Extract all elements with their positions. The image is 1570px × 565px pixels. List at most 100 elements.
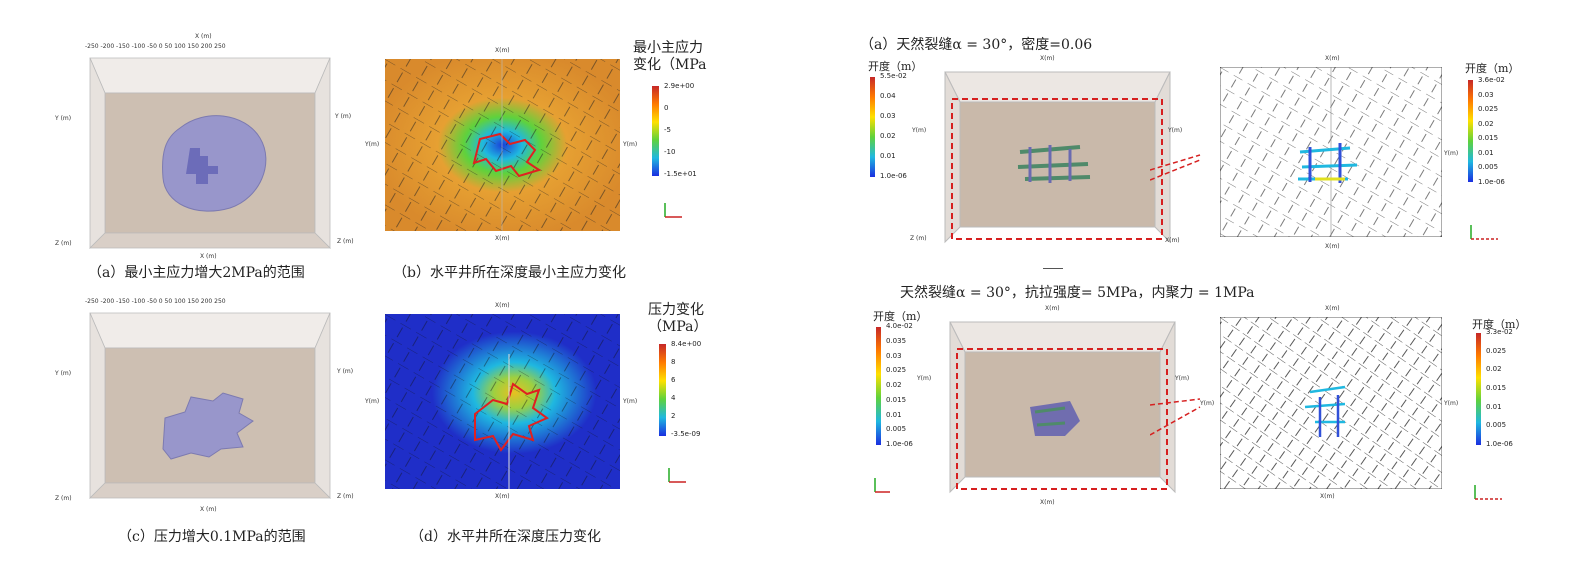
colorbar-b-label: -1.5e+01	[664, 170, 697, 178]
caption-right-bottom: 天然裂缝α = 30°，抗拉强度= 5MPa，内聚力 = 1MPa	[900, 285, 1255, 301]
colorbar-label: 0.025	[1486, 346, 1507, 355]
x-axis-title-top: X (m)	[195, 33, 212, 40]
colorbar-d-label: 8.4e+00	[671, 340, 702, 348]
axis-triad-icon	[664, 203, 682, 218]
x-axis-title-bottom: X (m)	[200, 506, 217, 513]
box-3d	[944, 71, 1171, 244]
y-label-right: Y(m)	[1444, 400, 1459, 407]
colorbar-d-label: 8	[671, 358, 676, 366]
colorbar-b-label: -5	[664, 126, 671, 134]
y-label-left: Y(m)	[917, 375, 932, 382]
colorbar-label: 0.01	[1478, 148, 1494, 157]
colorbar-label: 0.03	[886, 351, 902, 360]
colorbar-b-title-1: 最小主应力	[633, 40, 703, 56]
x-axis-title-bottom: X(m)	[495, 493, 510, 500]
colorbar-label: 0.01	[886, 410, 902, 419]
colorbar-label: 0.005	[1486, 421, 1507, 430]
stress-heatmap	[385, 59, 620, 231]
x-axis-title-top: X(m)	[1325, 55, 1340, 62]
x-axis-title-top: X(m)	[495, 302, 510, 309]
panel-c-3d-plot: -250 -200 -150 -100 -50 0 50 100 150 200…	[55, 290, 355, 513]
fracture-map	[1220, 67, 1442, 237]
x-axis-title-bottom: X(m)	[1320, 493, 1335, 500]
y-label-right: Y(m)	[623, 398, 638, 405]
z-axis-title-left: Z (m)	[55, 240, 72, 247]
colorbar-label: 0.04	[880, 92, 896, 100]
colorbar-label: 1.0e-06	[886, 440, 913, 448]
colorbar-label: 0.02	[1478, 119, 1494, 128]
x-axis-title-bottom: X(m)	[1325, 243, 1340, 250]
x-axis-title-bottom: X(m)	[1165, 237, 1180, 244]
colorbar-label: 0.015	[886, 395, 907, 404]
colorbar-d	[659, 344, 666, 436]
box-3d	[89, 312, 331, 499]
axis-triad-icon	[1474, 485, 1502, 500]
colorbar-rb-right-title: 开度（m）	[1472, 318, 1527, 331]
panel-a-3d-plot: X (m) -250 -200 -150 -100 -50 0 50 100 1…	[55, 33, 355, 260]
y-label-right: Y(m)	[1444, 150, 1459, 157]
y-axis-title-right: Y (m)	[337, 368, 354, 375]
colorbar-label: 0.035	[886, 336, 907, 345]
colorbar-rt-right	[1468, 80, 1473, 182]
x-axis-title-bottom: X(m)	[495, 235, 510, 242]
z-axis-title-left: Z (m)	[55, 495, 72, 502]
colorbar-d-labels: 8.4e+00 8 6 4 2 -3.5e-09	[671, 340, 701, 438]
zoom-connector	[1150, 154, 1201, 181]
axis-triad-icon	[668, 468, 686, 483]
x-axis-title-top: X(m)	[1325, 305, 1340, 312]
y-label-left: Y(m)	[365, 141, 380, 148]
colorbar-label: 0.015	[1486, 383, 1507, 392]
caption-b: （b）水平井所在深度最小主应力变化	[393, 265, 626, 281]
x-ticks-top: -250 -200 -150 -100 -50 0 50 100 150 200…	[85, 298, 226, 305]
colorbar-d-title-2: （MPa）	[648, 319, 708, 335]
colorbar-label: 0.015	[1478, 134, 1499, 143]
colorbar-label: 3.3e-02	[1486, 328, 1513, 336]
panel-rb-fracture-map: X(m) Y(m) Y(m) X(m)	[1200, 305, 1460, 505]
colorbar-rb-left	[876, 327, 881, 445]
caption-a: （a）最小主应力增大2MPa的范围	[88, 265, 305, 281]
axis-triad-icon	[874, 478, 890, 493]
colorbar-rt-right-labels: 3.6e-02 0.03 0.025 0.02 0.015 0.01 0.005…	[1478, 76, 1505, 186]
panel-b-stress-map: X(m) Y(m) Y(m) X(m)	[365, 45, 637, 245]
colorbar-rb-right	[1476, 333, 1481, 445]
y-label-right: Y(m)	[1175, 375, 1190, 382]
colorbar-b-label: 0	[664, 104, 669, 112]
x-axis-title-top: X(m)	[1045, 305, 1060, 312]
panel-rb-3d-box: X(m) Y(m) Y(m) X(m)	[915, 305, 1200, 510]
panel-rt-3d-box: X(m) Y(m) Y(m) Z (m) X(m)	[910, 55, 1195, 255]
colorbar-label: 0.01	[1486, 402, 1502, 411]
colorbar-rt-left-labels: 5.5e-02 0.04 0.03 0.02 0.01 1.0e-06	[880, 72, 907, 180]
panel-d-pressure-map: X(m) Y(m) Y(m) X(m)	[365, 300, 638, 505]
colorbar-label: 3.6e-02	[1478, 76, 1505, 84]
colorbar-label: 0.03	[1478, 90, 1494, 99]
fracture-map	[1220, 317, 1442, 489]
colorbar-label: 1.0e-06	[1478, 177, 1505, 186]
colorbar-b	[652, 86, 659, 176]
caption-d: （d）水平井所在深度压力变化	[410, 529, 601, 545]
separator-mark	[1043, 268, 1063, 269]
colorbar-label: 4.0e-02	[886, 322, 913, 330]
colorbar-d-title-1: 压力变化	[648, 302, 704, 318]
caption-right-top: （a）天然裂缝α = 30°，密度=0.06	[860, 37, 1093, 53]
colorbar-b-labels: 2.9e+00 0 -5 -10 -1.5e+01	[664, 82, 697, 178]
colorbar-d-title: 压力变化 （MPa）	[648, 302, 707, 336]
axis-triad-icon	[1470, 225, 1498, 240]
colorbar-label: 0.005	[1478, 163, 1499, 172]
colorbar-label: 0.02	[880, 132, 896, 140]
z-axis-title-right: Z (m)	[337, 238, 354, 245]
zoom-connector	[1150, 398, 1201, 436]
colorbar-b-title: 最小主应力 变化（MPa	[633, 40, 706, 74]
x-axis-title-bottom: X (m)	[200, 253, 217, 260]
colorbar-rt-right-title: 开度（m）	[1465, 62, 1520, 75]
colorbar-b-label: 2.9e+00	[664, 82, 695, 90]
colorbar-label: 0.02	[1486, 365, 1502, 374]
x-axis-title-top: X(m)	[1040, 55, 1055, 62]
x-ticks-top: -250 -200 -150 -100 -50 0 50 100 150 200…	[85, 43, 226, 50]
colorbar-label: 0.01	[880, 152, 896, 160]
colorbar-label: 5.5e-02	[880, 72, 907, 80]
y-label-right: Y(m)	[1168, 127, 1183, 134]
x-axis-title-top: X(m)	[495, 47, 510, 54]
colorbar-label: 1.0e-06	[880, 172, 907, 180]
x-axis-title-bottom: X(m)	[1040, 499, 1055, 506]
colorbar-label: 0.02	[886, 381, 902, 389]
